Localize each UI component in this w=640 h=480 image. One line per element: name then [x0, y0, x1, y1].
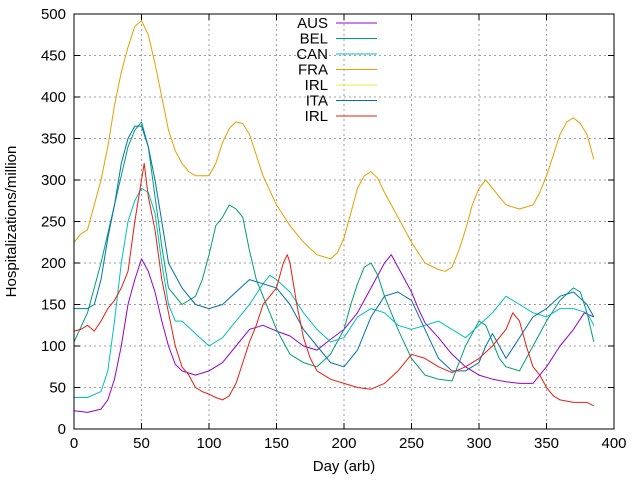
- series-line-ita: [74, 125, 595, 372]
- y-tick-label: 200: [41, 255, 66, 272]
- x-tick-label: 50: [133, 435, 150, 452]
- y-tick-label: 150: [41, 297, 66, 314]
- legend-label-ita: ITA: [306, 93, 328, 110]
- y-tick-label: 300: [41, 172, 66, 189]
- legend-label-aus: AUS: [297, 15, 328, 32]
- x-tick-label: 350: [534, 435, 559, 452]
- y-tick-label: 500: [41, 6, 66, 23]
- y-tick-label: 450: [41, 48, 66, 65]
- y-tick-label: 50: [49, 380, 66, 397]
- legend-label-can: CAN: [296, 46, 328, 63]
- y-axis-label: Hospitalizations/million: [3, 146, 20, 298]
- legend-label-irl: IRL: [305, 77, 328, 94]
- y-tick-label: 0: [58, 421, 66, 438]
- x-axis-label: Day (arb): [313, 458, 376, 475]
- x-tick-label: 0: [70, 435, 78, 452]
- x-tick-label: 150: [264, 435, 289, 452]
- legend-label-fra: FRA: [298, 62, 328, 79]
- series-line-can: [74, 187, 595, 398]
- legend-label-bel: BEL: [300, 31, 328, 48]
- series-line-bel: [73, 121, 595, 382]
- x-tick-label: 300: [466, 435, 491, 452]
- series-line-fra: [73, 20, 595, 272]
- x-tick-label: 200: [331, 435, 356, 452]
- y-tick-label: 400: [41, 89, 66, 106]
- y-tick-label: 100: [41, 338, 66, 355]
- y-tick-label: 250: [41, 214, 66, 231]
- series-line-irl: [73, 162, 595, 407]
- series-line-aus: [73, 254, 594, 413]
- series-lines: [73, 20, 595, 413]
- x-tick-label: 100: [196, 435, 221, 452]
- x-tick-label: 250: [399, 435, 424, 452]
- y-tick-label: 350: [41, 131, 66, 148]
- x-tick-label: 400: [601, 435, 626, 452]
- legend-label-irl: IRL: [305, 108, 328, 125]
- axis-ticks: 0 50 100 150 200 250 300 350 400 0 50 100 150 200 250 3…: [41, 6, 627, 452]
